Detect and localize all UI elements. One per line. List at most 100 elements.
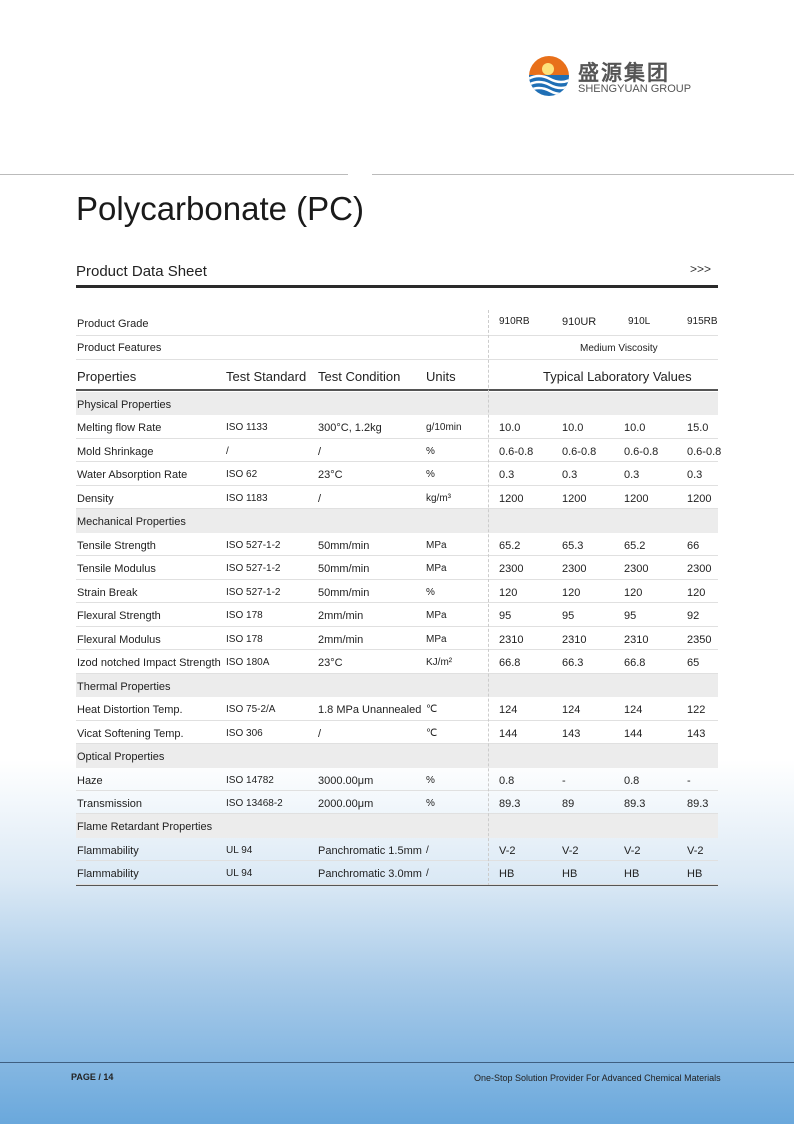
grade-value: 2350 — [687, 633, 712, 646]
test-condition: 23°C — [318, 657, 343, 670]
features-label: Product Features — [77, 342, 162, 354]
test-condition: / — [318, 445, 322, 458]
grade-value: 122 — [687, 704, 706, 717]
grade-value: 89.3 — [624, 797, 646, 810]
title-divider — [76, 285, 718, 288]
grade-value: 2300 — [562, 563, 587, 576]
test-standard: ISO 14782 — [226, 774, 274, 786]
grade-value: 0.6-0.8 — [624, 445, 659, 458]
property-name: Heat Distortion Temp. — [77, 704, 183, 717]
units: MPa — [426, 610, 447, 622]
grade-value: HB — [562, 868, 578, 881]
test-standard: ISO 180A — [226, 657, 270, 669]
units: g/10min — [426, 422, 462, 434]
grade: 915RB — [687, 316, 718, 327]
grade-value: 10.0 — [624, 422, 646, 435]
grade-value: 15.0 — [687, 422, 709, 435]
grade-value: V-2 — [562, 844, 579, 857]
grade-value: 65.2 — [624, 539, 646, 552]
grade-value: 89.3 — [687, 797, 709, 810]
grade-value: - — [687, 774, 691, 787]
grade-value: 2300 — [687, 563, 712, 576]
grade-value: 66.8 — [499, 657, 521, 670]
grade-value: V-2 — [687, 844, 704, 857]
section-title: Mechanical Properties — [77, 516, 186, 529]
table-row: Izod notched Impact Strength ISO 180A 23°C… — [76, 650, 718, 674]
test-condition: / — [318, 492, 322, 505]
grade-value: - — [562, 774, 566, 787]
grade-value: 0.8 — [499, 774, 515, 787]
grade-value: 0.3 — [624, 469, 640, 482]
grade-value: 66 — [687, 539, 700, 552]
units: % — [426, 797, 435, 809]
units: % — [426, 445, 435, 457]
test-condition: 2mm/min — [318, 633, 364, 646]
table-row: Water Absorption Rate ISO 62 23°C% 0.3 0.3 0.… — [76, 462, 718, 486]
table-row: Transmission ISO 13468-2 2000.00μm% 89.3 89 8… — [76, 791, 718, 815]
grade-value: 65 — [687, 657, 700, 670]
property-name: Flammability — [77, 868, 139, 881]
property-name: Water Absorption Rate — [77, 469, 188, 482]
grade-value: HB — [499, 868, 515, 881]
test-standard: ISO 178 — [226, 633, 263, 645]
features-value: Medium Viscosity — [580, 343, 658, 354]
grade-value: 2310 — [499, 633, 524, 646]
property-name: Transmission — [77, 797, 142, 810]
grade-value: 143 — [562, 727, 581, 740]
grade-value: 0.6-0.8 — [562, 445, 597, 458]
grade-value: 144 — [499, 727, 518, 740]
grade-value: 120 — [499, 586, 518, 599]
property-name: Density — [77, 492, 114, 505]
grade-value: 2310 — [562, 633, 587, 646]
units: kg/m³ — [426, 492, 451, 504]
grade-value: 120 — [687, 586, 706, 599]
test-standard: ISO 1183 — [226, 492, 268, 504]
test-condition: 2mm/min — [318, 610, 364, 623]
test-condition: 3000.00μm — [318, 774, 374, 787]
table-row: Mold Shrinkage / /% 0.6-0.8 0.6-0.8 0.6-0.8 0.… — [76, 439, 722, 463]
table-row: Flexural Modulus ISO 178 2mm/min MPa 2310 231… — [76, 627, 718, 651]
section-title: Physical Properties — [77, 399, 172, 411]
values-divider — [488, 310, 489, 886]
units: % — [426, 586, 435, 598]
units: / — [426, 844, 429, 856]
property-name: Vicat Softening Temp. — [77, 727, 184, 740]
grade-value: 89 — [562, 797, 575, 810]
grade-value: 2310 — [624, 633, 649, 646]
grade-value: 95 — [624, 610, 637, 623]
property-name: Mold Shrinkage — [77, 445, 154, 458]
test-standard: ISO 306 — [226, 727, 263, 739]
test-standard: / — [226, 445, 229, 457]
table-row: Vicat Softening Temp. ISO 306 / ℃ 144 143 144 1… — [76, 721, 718, 745]
grade-value: 10.0 — [562, 422, 584, 435]
grade-value: 2300 — [499, 563, 524, 576]
units: % — [426, 469, 435, 481]
table-row: Tensile Modulus ISO 527-1-2 50mm/min MPa 230… — [76, 556, 718, 580]
property-name: Tensile Modulus — [77, 563, 156, 576]
grade-value: 0.3 — [499, 469, 515, 482]
grade-value: 0.6-0.8 — [687, 445, 722, 458]
test-standard: UL 94 — [226, 844, 253, 856]
units: MPa — [426, 633, 447, 645]
table-row: Heat Distortion Temp. ISO 75-2/A 1.8 MPa U… — [76, 697, 718, 721]
col-units: Units — [426, 369, 456, 384]
footer-tagline: One-Stop Solution Provider For Advanced … — [474, 1073, 721, 1083]
grade-value: 0.3 — [562, 469, 578, 482]
property-name: Strain Break — [77, 586, 138, 599]
test-standard: UL 94 — [226, 868, 253, 880]
grade-value: 124 — [499, 704, 518, 717]
table-row: Melting flow Rate ISO 1133 300°C, 1.2kg g/1… — [76, 415, 718, 439]
section-header-row: Flame Retardant Properties — [76, 814, 718, 838]
header-rule-right — [372, 174, 794, 175]
test-condition: 23°C — [318, 469, 343, 482]
grade-value: 66.8 — [624, 657, 646, 670]
grade-value: V-2 — [499, 844, 516, 857]
units: % — [426, 774, 435, 786]
property-name: Tensile Strength — [77, 539, 156, 552]
property-name: Flexural Strength — [77, 610, 161, 623]
grade-value: 0.6-0.8 — [499, 445, 534, 458]
grade-value: 2300 — [624, 563, 649, 576]
grade: 910RB — [499, 316, 530, 327]
page-title: Polycarbonate (PC) — [76, 190, 364, 227]
grade-value: HB — [687, 868, 703, 881]
